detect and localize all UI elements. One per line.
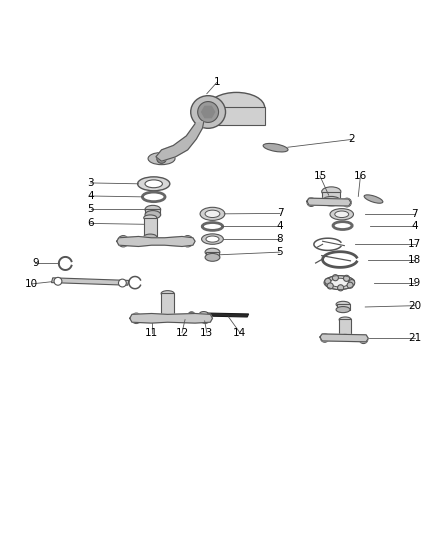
Text: 21: 21: [408, 333, 421, 343]
Circle shape: [343, 275, 350, 281]
Circle shape: [157, 154, 166, 163]
Ellipse shape: [205, 248, 220, 256]
Circle shape: [325, 278, 331, 284]
Ellipse shape: [336, 306, 350, 313]
Ellipse shape: [206, 236, 219, 242]
Ellipse shape: [144, 234, 157, 240]
Text: 9: 9: [32, 259, 39, 269]
Circle shape: [321, 334, 329, 342]
Text: 6: 6: [87, 219, 94, 229]
Circle shape: [182, 236, 193, 247]
Ellipse shape: [364, 195, 383, 203]
Text: 10: 10: [25, 279, 39, 289]
Ellipse shape: [200, 207, 225, 220]
Polygon shape: [307, 198, 351, 206]
Ellipse shape: [201, 234, 223, 244]
FancyBboxPatch shape: [322, 192, 340, 201]
FancyBboxPatch shape: [336, 304, 350, 310]
Circle shape: [332, 274, 339, 281]
FancyBboxPatch shape: [200, 314, 208, 320]
Ellipse shape: [145, 180, 162, 188]
FancyBboxPatch shape: [208, 107, 265, 125]
Text: 8: 8: [277, 234, 283, 244]
Text: 17: 17: [408, 239, 421, 249]
Polygon shape: [156, 122, 204, 161]
Text: 12: 12: [175, 328, 189, 337]
Ellipse shape: [199, 312, 208, 316]
Text: 2: 2: [349, 134, 355, 144]
Text: 14: 14: [233, 328, 247, 337]
Ellipse shape: [191, 96, 226, 128]
Ellipse shape: [336, 301, 350, 308]
Ellipse shape: [144, 215, 157, 221]
Polygon shape: [117, 237, 195, 246]
Circle shape: [343, 198, 351, 207]
Text: 16: 16: [354, 171, 367, 181]
Ellipse shape: [161, 315, 174, 321]
FancyBboxPatch shape: [161, 294, 174, 318]
Text: 3: 3: [87, 178, 94, 188]
Text: 5: 5: [277, 247, 283, 257]
Circle shape: [200, 313, 210, 324]
Text: 1: 1: [213, 77, 220, 87]
Text: 7: 7: [412, 209, 418, 219]
Ellipse shape: [208, 92, 265, 123]
Ellipse shape: [148, 152, 175, 165]
FancyBboxPatch shape: [144, 218, 157, 237]
Ellipse shape: [330, 208, 353, 220]
Text: 5: 5: [87, 205, 94, 214]
Ellipse shape: [145, 205, 161, 214]
FancyBboxPatch shape: [339, 319, 351, 337]
Text: 4: 4: [277, 221, 283, 231]
Circle shape: [327, 283, 333, 289]
Polygon shape: [130, 313, 212, 323]
Ellipse shape: [330, 278, 349, 287]
Text: 4: 4: [87, 191, 94, 201]
Ellipse shape: [325, 276, 354, 289]
Ellipse shape: [199, 318, 208, 322]
Text: 19: 19: [408, 278, 421, 288]
Circle shape: [349, 279, 355, 286]
Text: 7: 7: [277, 208, 283, 219]
Circle shape: [359, 335, 368, 344]
FancyBboxPatch shape: [205, 252, 219, 257]
Ellipse shape: [161, 290, 174, 296]
Circle shape: [131, 313, 141, 324]
Circle shape: [338, 285, 344, 291]
Ellipse shape: [339, 334, 351, 340]
Circle shape: [118, 279, 126, 287]
Text: 4: 4: [412, 221, 418, 231]
Text: 20: 20: [408, 301, 421, 311]
Polygon shape: [201, 107, 215, 118]
Ellipse shape: [145, 211, 161, 219]
Text: 11: 11: [145, 328, 158, 337]
Text: 15: 15: [313, 171, 327, 181]
Circle shape: [307, 198, 316, 206]
Ellipse shape: [138, 177, 170, 191]
Ellipse shape: [205, 254, 220, 261]
Polygon shape: [51, 278, 129, 285]
Ellipse shape: [339, 317, 351, 322]
Circle shape: [54, 277, 62, 285]
Ellipse shape: [322, 187, 341, 197]
FancyBboxPatch shape: [145, 209, 160, 215]
Circle shape: [198, 102, 219, 123]
Circle shape: [117, 236, 129, 247]
Ellipse shape: [263, 143, 288, 152]
Polygon shape: [320, 334, 368, 342]
Text: 18: 18: [408, 255, 421, 264]
Ellipse shape: [335, 211, 349, 217]
Text: 13: 13: [200, 328, 213, 337]
Polygon shape: [208, 313, 249, 317]
Ellipse shape: [322, 197, 341, 206]
Ellipse shape: [205, 210, 220, 217]
Circle shape: [347, 282, 353, 288]
